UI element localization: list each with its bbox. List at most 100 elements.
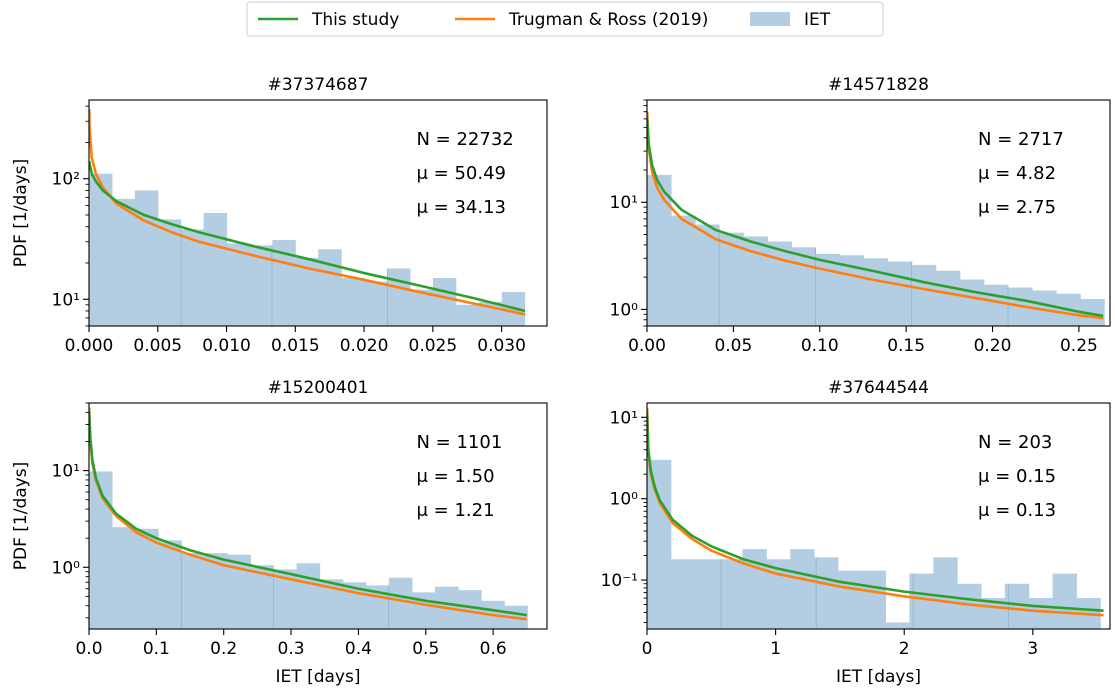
x-tick-label: 2 [899, 639, 910, 659]
x-tick-label: 0.00 [628, 336, 666, 356]
hist-bar [319, 579, 344, 629]
x-tick-label: 0.10 [801, 336, 839, 356]
x-tick-label: 3 [1027, 639, 1038, 659]
hist-bar [181, 553, 205, 629]
hist-bar [157, 219, 182, 326]
legend-frame [246, 1, 884, 37]
legend-swatch-2 [750, 12, 790, 26]
hist-bar [933, 557, 958, 629]
hist-bar [387, 268, 411, 326]
annotation-2: μ = 1.21 [416, 500, 494, 521]
hist-bar [694, 559, 720, 629]
hist-bar [1052, 573, 1077, 629]
panel-3: #37644544 0 1 2 3 10⁻¹ 10⁰ 10¹ IET [days] N = 203… [601, 378, 1111, 687]
y-axis-label: PDF [1/days] [11, 462, 31, 570]
hist-bar [647, 174, 672, 326]
x-tick-label: 0.015 [271, 336, 320, 356]
hist-bar [885, 622, 910, 629]
axes-frame [88, 99, 548, 327]
hist-bar [670, 559, 696, 629]
panel-title: #14571828 [828, 75, 929, 95]
hist-bar [249, 245, 273, 326]
panel-title: #37644544 [828, 378, 929, 398]
panel-0: #37374687 0.000 0.005 0.010 0.015 0.020 0.025 0… [11, 75, 548, 356]
hist-bar [815, 253, 841, 326]
x-tick-label: 0.15 [887, 336, 925, 356]
panel-title: #15200401 [268, 378, 369, 398]
x-tick-label: 0.030 [477, 336, 526, 356]
y-tick-label: 10⁰ [52, 558, 81, 578]
x-axis-label: IET [days] [276, 667, 361, 687]
panel-title: #37374687 [268, 75, 369, 95]
x-tick-label: 0.0 [75, 639, 102, 659]
annotation-2: μ = 0.13 [978, 500, 1056, 521]
hist-bar [837, 570, 863, 629]
hist-bar [250, 565, 275, 629]
y-axis-label: PDF [1/days] [11, 159, 31, 267]
annotation-0: N = 203 [978, 432, 1052, 453]
hist-bar [647, 459, 672, 629]
hist-bar [959, 279, 985, 326]
legend: This study Trugman & Ross (2019) IET [246, 1, 884, 37]
hist-bar [458, 590, 482, 629]
legend-label-0: This study [311, 10, 399, 30]
hist-bar [111, 198, 136, 326]
hist-bar [790, 549, 815, 629]
hist-bar [455, 304, 480, 326]
y-tick-label: 10⁰ [610, 490, 639, 510]
hist-bar [158, 540, 182, 629]
annotation-0: N = 1101 [416, 432, 502, 453]
x-tick-label: 0.000 [65, 336, 114, 356]
annotation-1: μ = 50.49 [416, 163, 506, 184]
x-tick-label: 1 [770, 639, 781, 659]
hist-bar [791, 247, 816, 326]
panel-1: #14571828 0.00 0.05 0.10 0.15 0.20 0.25 10⁰ 10¹ N… [610, 75, 1111, 356]
series-line-1 [89, 108, 526, 316]
plot-area [89, 407, 528, 629]
hist-bar [671, 215, 696, 326]
panel-2: #15200401 0.0 0.1 0.2 0.3 0.4 0.5 0.6 10⁰ 10¹ PDF … [11, 378, 548, 687]
y-tick-label: 10¹ [610, 408, 638, 428]
series-line-1 [647, 111, 1104, 320]
x-tick-label: 0.2 [210, 639, 237, 659]
hist-bar [432, 278, 457, 326]
annotation-2: μ = 2.75 [978, 197, 1056, 218]
x-axis-label: IET [days] [836, 667, 921, 687]
y-tick-label: 10² [52, 170, 80, 190]
y-tick-label: 10⁻¹ [601, 571, 638, 591]
series-line-0 [647, 413, 1104, 612]
x-tick-label: 0.6 [480, 639, 507, 659]
x-tick-label: 0 [642, 639, 653, 659]
annotation-1: μ = 1.50 [416, 466, 494, 487]
axes-frame [646, 402, 1111, 630]
legend-label-1: Trugman & Ross (2019) [508, 10, 708, 30]
legend-label-2: IET [804, 10, 831, 30]
hist-bar [296, 563, 321, 629]
hist-bar [887, 261, 913, 326]
x-tick-label: 0.025 [409, 336, 458, 356]
x-tick-label: 0.005 [133, 336, 182, 356]
annotation-0: N = 22732 [416, 129, 513, 150]
hist-bar [409, 289, 434, 326]
hist-bar [318, 249, 342, 326]
x-tick-label: 0.020 [340, 336, 389, 356]
x-tick-label: 0.20 [974, 336, 1012, 356]
hist-bar [767, 241, 792, 326]
hist-bar [227, 554, 251, 629]
axes-frame [88, 402, 548, 630]
x-tick-label: 0.5 [412, 639, 439, 659]
plot-area [647, 111, 1105, 326]
hist-bar [89, 173, 113, 326]
hist-bar [226, 243, 250, 326]
annotation-1: μ = 0.15 [978, 466, 1056, 487]
annotation-0: N = 2717 [978, 129, 1064, 150]
x-tick-label: 0.1 [143, 639, 170, 659]
hist-bar [814, 557, 839, 629]
hist-bar [273, 569, 298, 629]
y-tick-label: 10¹ [610, 193, 638, 213]
series-line-0 [89, 160, 526, 313]
x-tick-label: 0.010 [202, 336, 251, 356]
series-line-0 [89, 412, 527, 617]
